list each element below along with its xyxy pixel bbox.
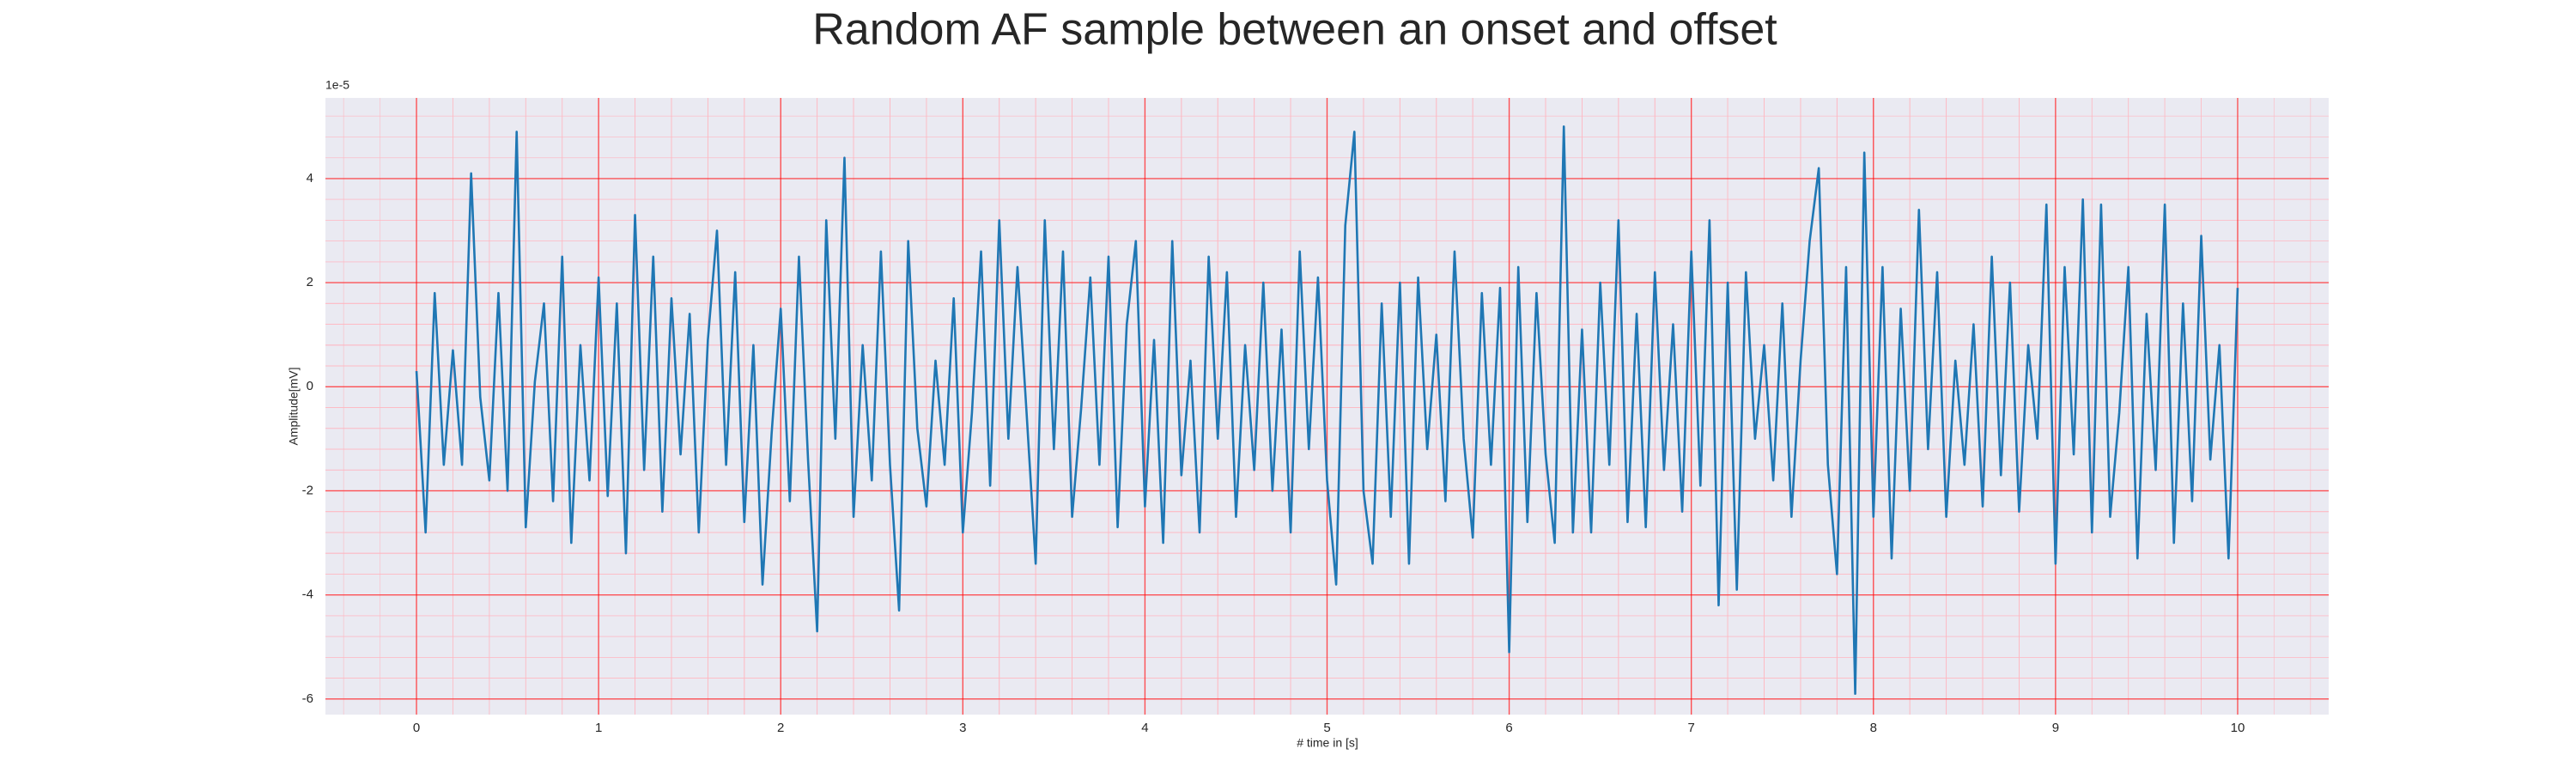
x-tick-label: 3: [959, 721, 966, 735]
x-tick-label: 0: [413, 721, 420, 735]
x-tick-label: 1: [595, 721, 602, 735]
x-tick-label: 4: [1141, 721, 1148, 735]
x-tick-label: 2: [777, 721, 784, 735]
y-tick-label: 2: [307, 275, 313, 289]
chart-title: Random AF sample between an onset and of…: [812, 5, 1777, 55]
x-tick-label: 5: [1323, 721, 1330, 735]
y-axis-label: Amplitude[mV]: [287, 367, 301, 445]
y-tick-label: -4: [302, 587, 313, 602]
signal-line: [415, 125, 2239, 696]
x-tick-label: 7: [1688, 721, 1695, 735]
y-tick-label: -2: [302, 483, 313, 497]
x-tick-label: 10: [2231, 721, 2245, 735]
x-tick-label: 6: [1505, 721, 1512, 735]
y-tick-label: -6: [302, 691, 313, 706]
x-axis-label: # time in [s]: [1297, 736, 1358, 750]
y-tick-label: 4: [307, 171, 313, 186]
x-tick-label: 8: [1870, 721, 1877, 735]
x-tick-label: 9: [2052, 721, 2059, 735]
y-offset-label: 1e-5: [325, 78, 349, 92]
y-tick-label: 0: [307, 379, 313, 393]
